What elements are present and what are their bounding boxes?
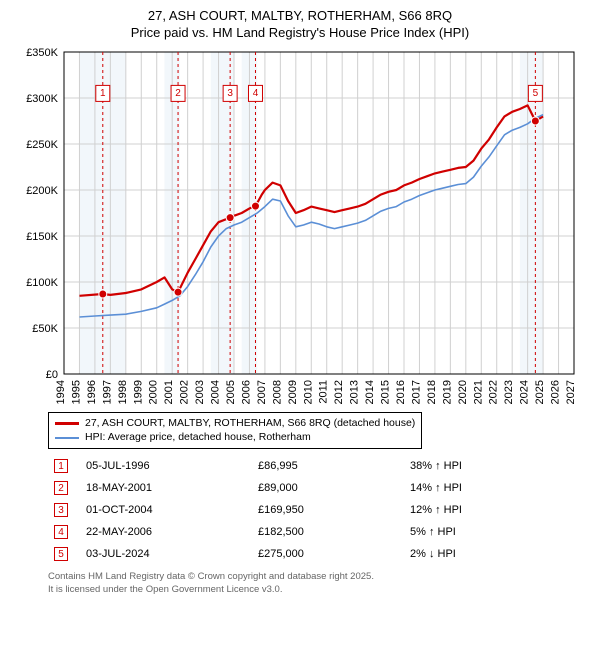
title-line1: 27, ASH COURT, MALTBY, ROTHERHAM, S66 8R… bbox=[10, 8, 590, 25]
svg-text:2027: 2027 bbox=[565, 380, 577, 404]
legend-swatch-2 bbox=[55, 437, 79, 439]
title-line2: Price paid vs. HM Land Registry's House … bbox=[10, 25, 590, 42]
svg-text:2023: 2023 bbox=[503, 380, 515, 404]
legend-label-1: 27, ASH COURT, MALTBY, ROTHERHAM, S66 8R… bbox=[85, 416, 415, 431]
svg-text:2: 2 bbox=[175, 88, 181, 99]
sale-date: 03-JUL-2024 bbox=[80, 543, 252, 565]
svg-text:2019: 2019 bbox=[441, 380, 453, 404]
svg-text:£50K: £50K bbox=[32, 323, 58, 335]
svg-text:2017: 2017 bbox=[410, 380, 422, 404]
svg-text:2007: 2007 bbox=[256, 380, 268, 404]
sale-date: 01-OCT-2004 bbox=[80, 499, 252, 521]
chart-area: £0 £50K £100K £150K £200K £250K £300K £350K 1994… bbox=[20, 46, 580, 406]
sale-date: 18-MAY-2001 bbox=[80, 477, 252, 499]
legend-row-1: 27, ASH COURT, MALTBY, ROTHERHAM, S66 8R… bbox=[55, 416, 415, 431]
svg-text:3: 3 bbox=[227, 88, 233, 99]
svg-text:2014: 2014 bbox=[364, 380, 376, 404]
svg-text:£200K: £200K bbox=[26, 185, 58, 197]
chart-title-block: 27, ASH COURT, MALTBY, ROTHERHAM, S66 8R… bbox=[10, 8, 590, 42]
svg-text:£250K: £250K bbox=[26, 139, 58, 151]
svg-text:2008: 2008 bbox=[271, 380, 283, 404]
sales-row: 2 18-MAY-2001£89,00014% ↑ HPI bbox=[48, 477, 568, 499]
sale-pct: 12% ↑ HPI bbox=[404, 499, 568, 521]
svg-text:£350K: £350K bbox=[26, 47, 58, 59]
legend-swatch-1 bbox=[55, 422, 79, 425]
chart-svg: £0 £50K £100K £150K £200K £250K £300K £350K 1994… bbox=[20, 46, 580, 406]
sale-price: £89,000 bbox=[252, 477, 404, 499]
svg-text:2015: 2015 bbox=[380, 380, 392, 404]
footer: Contains HM Land Registry data © Crown c… bbox=[48, 571, 574, 596]
svg-text:1997: 1997 bbox=[101, 380, 113, 404]
svg-text:1994: 1994 bbox=[55, 380, 67, 404]
sale-pct: 38% ↑ HPI bbox=[404, 455, 568, 477]
sale-pct: 14% ↑ HPI bbox=[404, 477, 568, 499]
svg-text:2011: 2011 bbox=[318, 380, 330, 404]
svg-text:5: 5 bbox=[533, 88, 539, 99]
sale-price: £275,000 bbox=[252, 543, 404, 565]
sales-row: 4 22-MAY-2006£182,5005% ↑ HPI bbox=[48, 521, 568, 543]
sales-table: 1 05-JUL-1996£86,99538% ↑ HPI 2 18-MAY-2001… bbox=[48, 455, 574, 565]
svg-text:2003: 2003 bbox=[194, 380, 206, 404]
svg-text:1996: 1996 bbox=[86, 380, 98, 404]
footer-line2: It is licensed under the Open Government… bbox=[48, 584, 574, 596]
svg-text:2000: 2000 bbox=[148, 380, 160, 404]
sale-price: £169,950 bbox=[252, 499, 404, 521]
svg-text:2005: 2005 bbox=[225, 380, 237, 404]
legend-label-2: HPI: Average price, detached house, Roth… bbox=[85, 430, 311, 445]
svg-text:£150K: £150K bbox=[26, 231, 58, 243]
sale-marker-icon: 2 bbox=[54, 481, 68, 495]
svg-text:2001: 2001 bbox=[163, 380, 175, 404]
sale-marker-icon: 1 bbox=[54, 459, 68, 473]
svg-text:2012: 2012 bbox=[333, 380, 345, 404]
footer-line1: Contains HM Land Registry data © Crown c… bbox=[48, 571, 574, 583]
svg-text:2002: 2002 bbox=[179, 380, 191, 404]
sales-marker-cell: 1 bbox=[48, 455, 80, 477]
sales-row: 3 01-OCT-2004£169,95012% ↑ HPI bbox=[48, 499, 568, 521]
svg-text:2004: 2004 bbox=[210, 380, 222, 404]
svg-text:2025: 2025 bbox=[534, 380, 546, 404]
legend-row-2: HPI: Average price, detached house, Roth… bbox=[55, 430, 415, 445]
svg-text:1999: 1999 bbox=[132, 380, 144, 404]
svg-text:2013: 2013 bbox=[349, 380, 361, 404]
sales-marker-cell: 5 bbox=[48, 543, 80, 565]
svg-text:£300K: £300K bbox=[26, 93, 58, 105]
svg-text:1998: 1998 bbox=[117, 380, 129, 404]
svg-text:2021: 2021 bbox=[472, 380, 484, 404]
sale-pct: 5% ↑ HPI bbox=[404, 521, 568, 543]
sale-marker-icon: 3 bbox=[54, 503, 68, 517]
svg-text:2016: 2016 bbox=[395, 380, 407, 404]
svg-text:£0: £0 bbox=[46, 369, 58, 381]
svg-text:£100K: £100K bbox=[26, 277, 58, 289]
sales-marker-cell: 4 bbox=[48, 521, 80, 543]
svg-text:2006: 2006 bbox=[240, 380, 252, 404]
svg-text:2009: 2009 bbox=[287, 380, 299, 404]
sale-pct: 2% ↓ HPI bbox=[404, 543, 568, 565]
svg-text:2024: 2024 bbox=[519, 380, 531, 404]
sale-date: 22-MAY-2006 bbox=[80, 521, 252, 543]
sales-marker-cell: 3 bbox=[48, 499, 80, 521]
svg-text:2018: 2018 bbox=[426, 380, 438, 404]
sale-date: 05-JUL-1996 bbox=[80, 455, 252, 477]
svg-text:2010: 2010 bbox=[302, 380, 314, 404]
sale-price: £182,500 bbox=[252, 521, 404, 543]
svg-text:1995: 1995 bbox=[70, 380, 82, 404]
sales-row: 1 05-JUL-1996£86,99538% ↑ HPI bbox=[48, 455, 568, 477]
svg-text:1: 1 bbox=[100, 88, 106, 99]
svg-text:2026: 2026 bbox=[550, 380, 562, 404]
sales-row: 5 03-JUL-2024£275,0002% ↓ HPI bbox=[48, 543, 568, 565]
sale-marker-icon: 4 bbox=[54, 525, 68, 539]
svg-text:2022: 2022 bbox=[488, 380, 500, 404]
sales-marker-cell: 2 bbox=[48, 477, 80, 499]
sale-price: £86,995 bbox=[252, 455, 404, 477]
svg-text:2020: 2020 bbox=[457, 380, 469, 404]
legend-box: 27, ASH COURT, MALTBY, ROTHERHAM, S66 8R… bbox=[48, 412, 422, 449]
svg-text:4: 4 bbox=[253, 88, 259, 99]
sale-marker-icon: 5 bbox=[54, 547, 68, 561]
